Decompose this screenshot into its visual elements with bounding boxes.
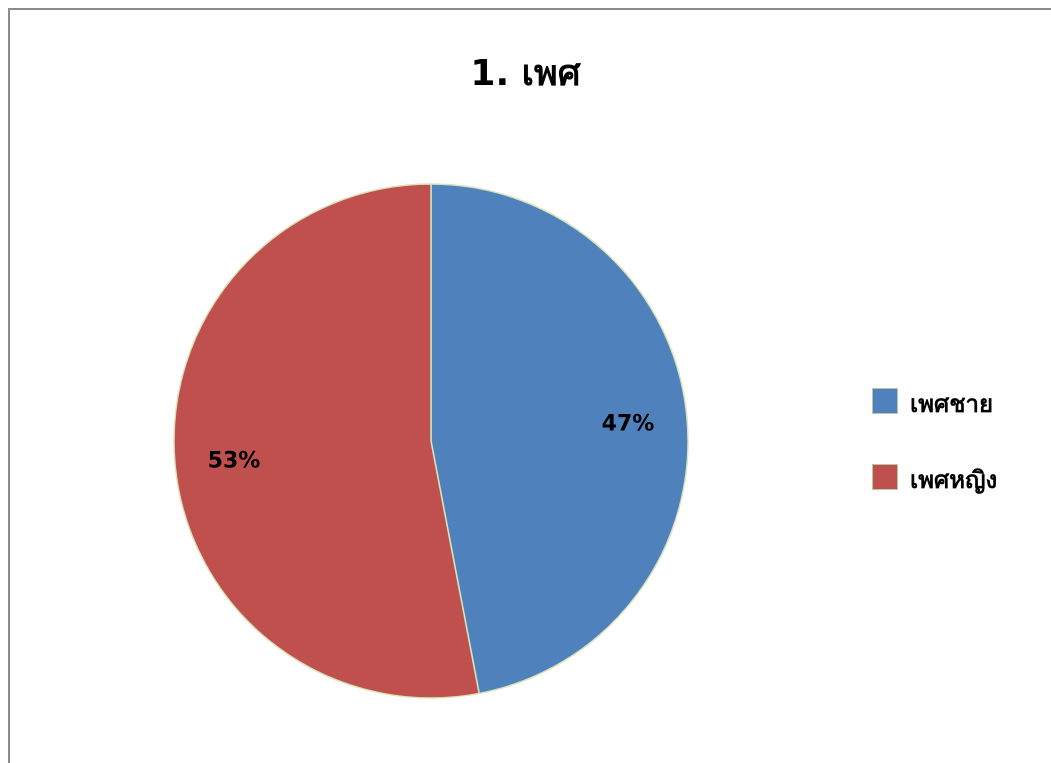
legend-label-female: เพศหญิง — [910, 466, 998, 494]
data-label-female: 53% — [208, 449, 261, 474]
legend-label-male: เพศชาย — [910, 390, 994, 418]
chart-title: 1. เพศ — [470, 53, 581, 94]
data-label-male: 47% — [602, 411, 655, 436]
pie-slices — [173, 183, 689, 699]
legend-swatch-male — [872, 388, 898, 414]
legend-swatch-female — [872, 464, 898, 490]
pie-slice-female — [173, 183, 481, 699]
pie-slice-male — [430, 183, 689, 695]
